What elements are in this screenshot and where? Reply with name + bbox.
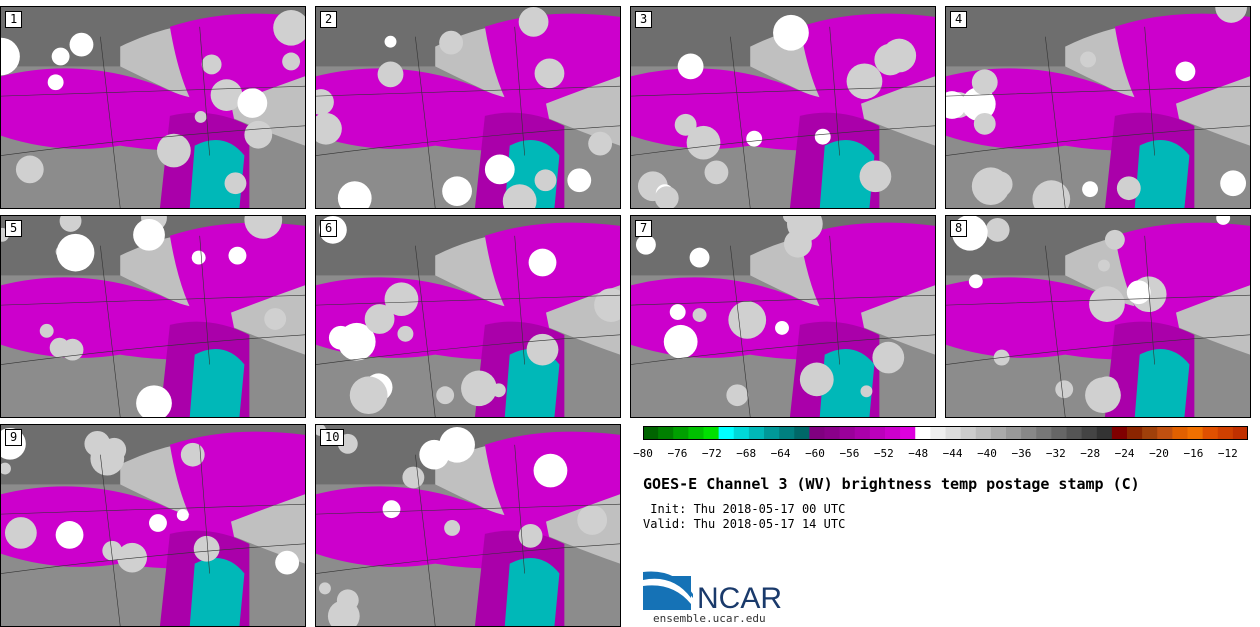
panel-number-label: 10 bbox=[320, 429, 345, 446]
colorbar-segment bbox=[688, 426, 704, 440]
colorbar-segment bbox=[779, 426, 795, 440]
colorbar-segment bbox=[748, 426, 765, 440]
map-panel-5: 5 bbox=[0, 215, 306, 418]
colorbar-segment bbox=[673, 426, 689, 440]
colorbar-segment bbox=[1187, 426, 1204, 440]
colorbar-segment bbox=[794, 426, 810, 440]
colorbar-segment bbox=[975, 426, 992, 440]
colorbar-segment bbox=[900, 426, 916, 440]
panel-number-label: 3 bbox=[635, 11, 653, 28]
colorbar-tick-label: −24 bbox=[1114, 447, 1135, 460]
map-panel-9: 9 bbox=[0, 424, 306, 627]
map-panel-8: 8 bbox=[945, 215, 1251, 418]
colorbar-tick-label: −20 bbox=[1149, 447, 1169, 460]
colorbar-tick-label: −16 bbox=[1183, 447, 1204, 460]
colorbar-tick-label: −28 bbox=[1080, 447, 1101, 460]
colorbar-segment bbox=[1021, 426, 1037, 440]
colorbar-segment bbox=[1096, 426, 1113, 440]
colorbar-segment bbox=[1036, 426, 1052, 440]
ncar-logo: NCAR bbox=[643, 571, 782, 614]
colorbar-tick-label: −80 bbox=[633, 447, 653, 460]
valid-time: Valid: Thu 2018-05-17 14 UTC bbox=[643, 517, 846, 531]
panel-number-label: 4 bbox=[950, 11, 968, 28]
colorbar-tick-label: −48 bbox=[908, 447, 929, 460]
panel-number-label: 2 bbox=[320, 11, 338, 28]
panel-number-label: 5 bbox=[5, 220, 23, 237]
colorbar-tick-label: −60 bbox=[805, 447, 825, 460]
panel-number-label: 9 bbox=[5, 429, 23, 446]
map-panel-6: 6 bbox=[315, 215, 621, 418]
colorbar-segment bbox=[869, 426, 886, 440]
figure-title: GOES-E Channel 3 (WV) brightness temp po… bbox=[643, 475, 1140, 493]
colorbar-outline bbox=[643, 426, 1248, 440]
colorbar-tick-label: −12 bbox=[1217, 447, 1238, 460]
colorbar-tick-label: −52 bbox=[873, 447, 894, 460]
colorbar-segment bbox=[885, 426, 901, 440]
colorbar-segment bbox=[1127, 426, 1143, 440]
panel-number-label: 8 bbox=[950, 220, 968, 237]
colorbar-segment bbox=[809, 426, 825, 440]
colorbar-segment bbox=[945, 426, 962, 440]
colorbar-segment bbox=[824, 426, 841, 440]
map-panel-4: 4 bbox=[945, 6, 1251, 209]
colorbar-segment bbox=[839, 426, 856, 440]
colorbar-tick-label: −44 bbox=[942, 447, 963, 460]
colorbar-tick-label: −76 bbox=[667, 447, 688, 460]
panel-number-label: 1 bbox=[5, 11, 23, 28]
colorbar-segment bbox=[643, 426, 659, 440]
colorbar-segment bbox=[1066, 426, 1083, 440]
colorbar-segment bbox=[764, 426, 780, 440]
colorbar-segment bbox=[960, 426, 977, 440]
colorbar-tick-label: −72 bbox=[701, 447, 722, 460]
colorbar-segment bbox=[854, 426, 871, 440]
colorbar-segment bbox=[1172, 426, 1188, 440]
colorbar-segment bbox=[930, 426, 946, 440]
colorbar-tick-label: −32 bbox=[1045, 447, 1066, 460]
colorbar-segment bbox=[703, 426, 720, 440]
colorbar-segment bbox=[1217, 426, 1234, 440]
colorbar-tick-label: −64 bbox=[770, 447, 791, 460]
colorbar-tick-label: −40 bbox=[977, 447, 997, 460]
panel-number-label: 7 bbox=[635, 220, 653, 237]
colorbar bbox=[643, 426, 1248, 440]
map-panel-1: 1 bbox=[0, 6, 306, 209]
colorbar-segment bbox=[1232, 426, 1248, 440]
colorbar-segment bbox=[718, 426, 735, 440]
panel-number-label: 6 bbox=[320, 220, 338, 237]
map-panel-2: 2 bbox=[315, 6, 621, 209]
map-panel-7: 7 bbox=[630, 215, 936, 418]
colorbar-segment bbox=[915, 426, 931, 440]
ncar-logo-text: NCAR bbox=[697, 582, 782, 614]
map-panel-3: 3 bbox=[630, 6, 936, 209]
colorbar-segment bbox=[1157, 426, 1173, 440]
colorbar-segment bbox=[658, 426, 674, 440]
init-time: Init: Thu 2018-05-17 00 UTC bbox=[643, 502, 846, 516]
colorbar-tick-label: −36 bbox=[1011, 447, 1032, 460]
colorbar-segment bbox=[733, 426, 750, 440]
colorbar-segment bbox=[1111, 426, 1128, 440]
colorbar-segment bbox=[1142, 426, 1158, 440]
logo-url: ensemble.ucar.edu bbox=[653, 612, 766, 625]
colorbar-segment bbox=[1081, 426, 1098, 440]
map-panel-10: 10 bbox=[315, 424, 621, 627]
colorbar-segment bbox=[990, 426, 1007, 440]
colorbar-segment bbox=[1006, 426, 1022, 440]
colorbar-segment bbox=[1051, 426, 1067, 440]
colorbar-segment bbox=[1202, 426, 1219, 440]
colorbar-tick-label: −68 bbox=[736, 447, 757, 460]
colorbar-tick-label: −56 bbox=[839, 447, 860, 460]
